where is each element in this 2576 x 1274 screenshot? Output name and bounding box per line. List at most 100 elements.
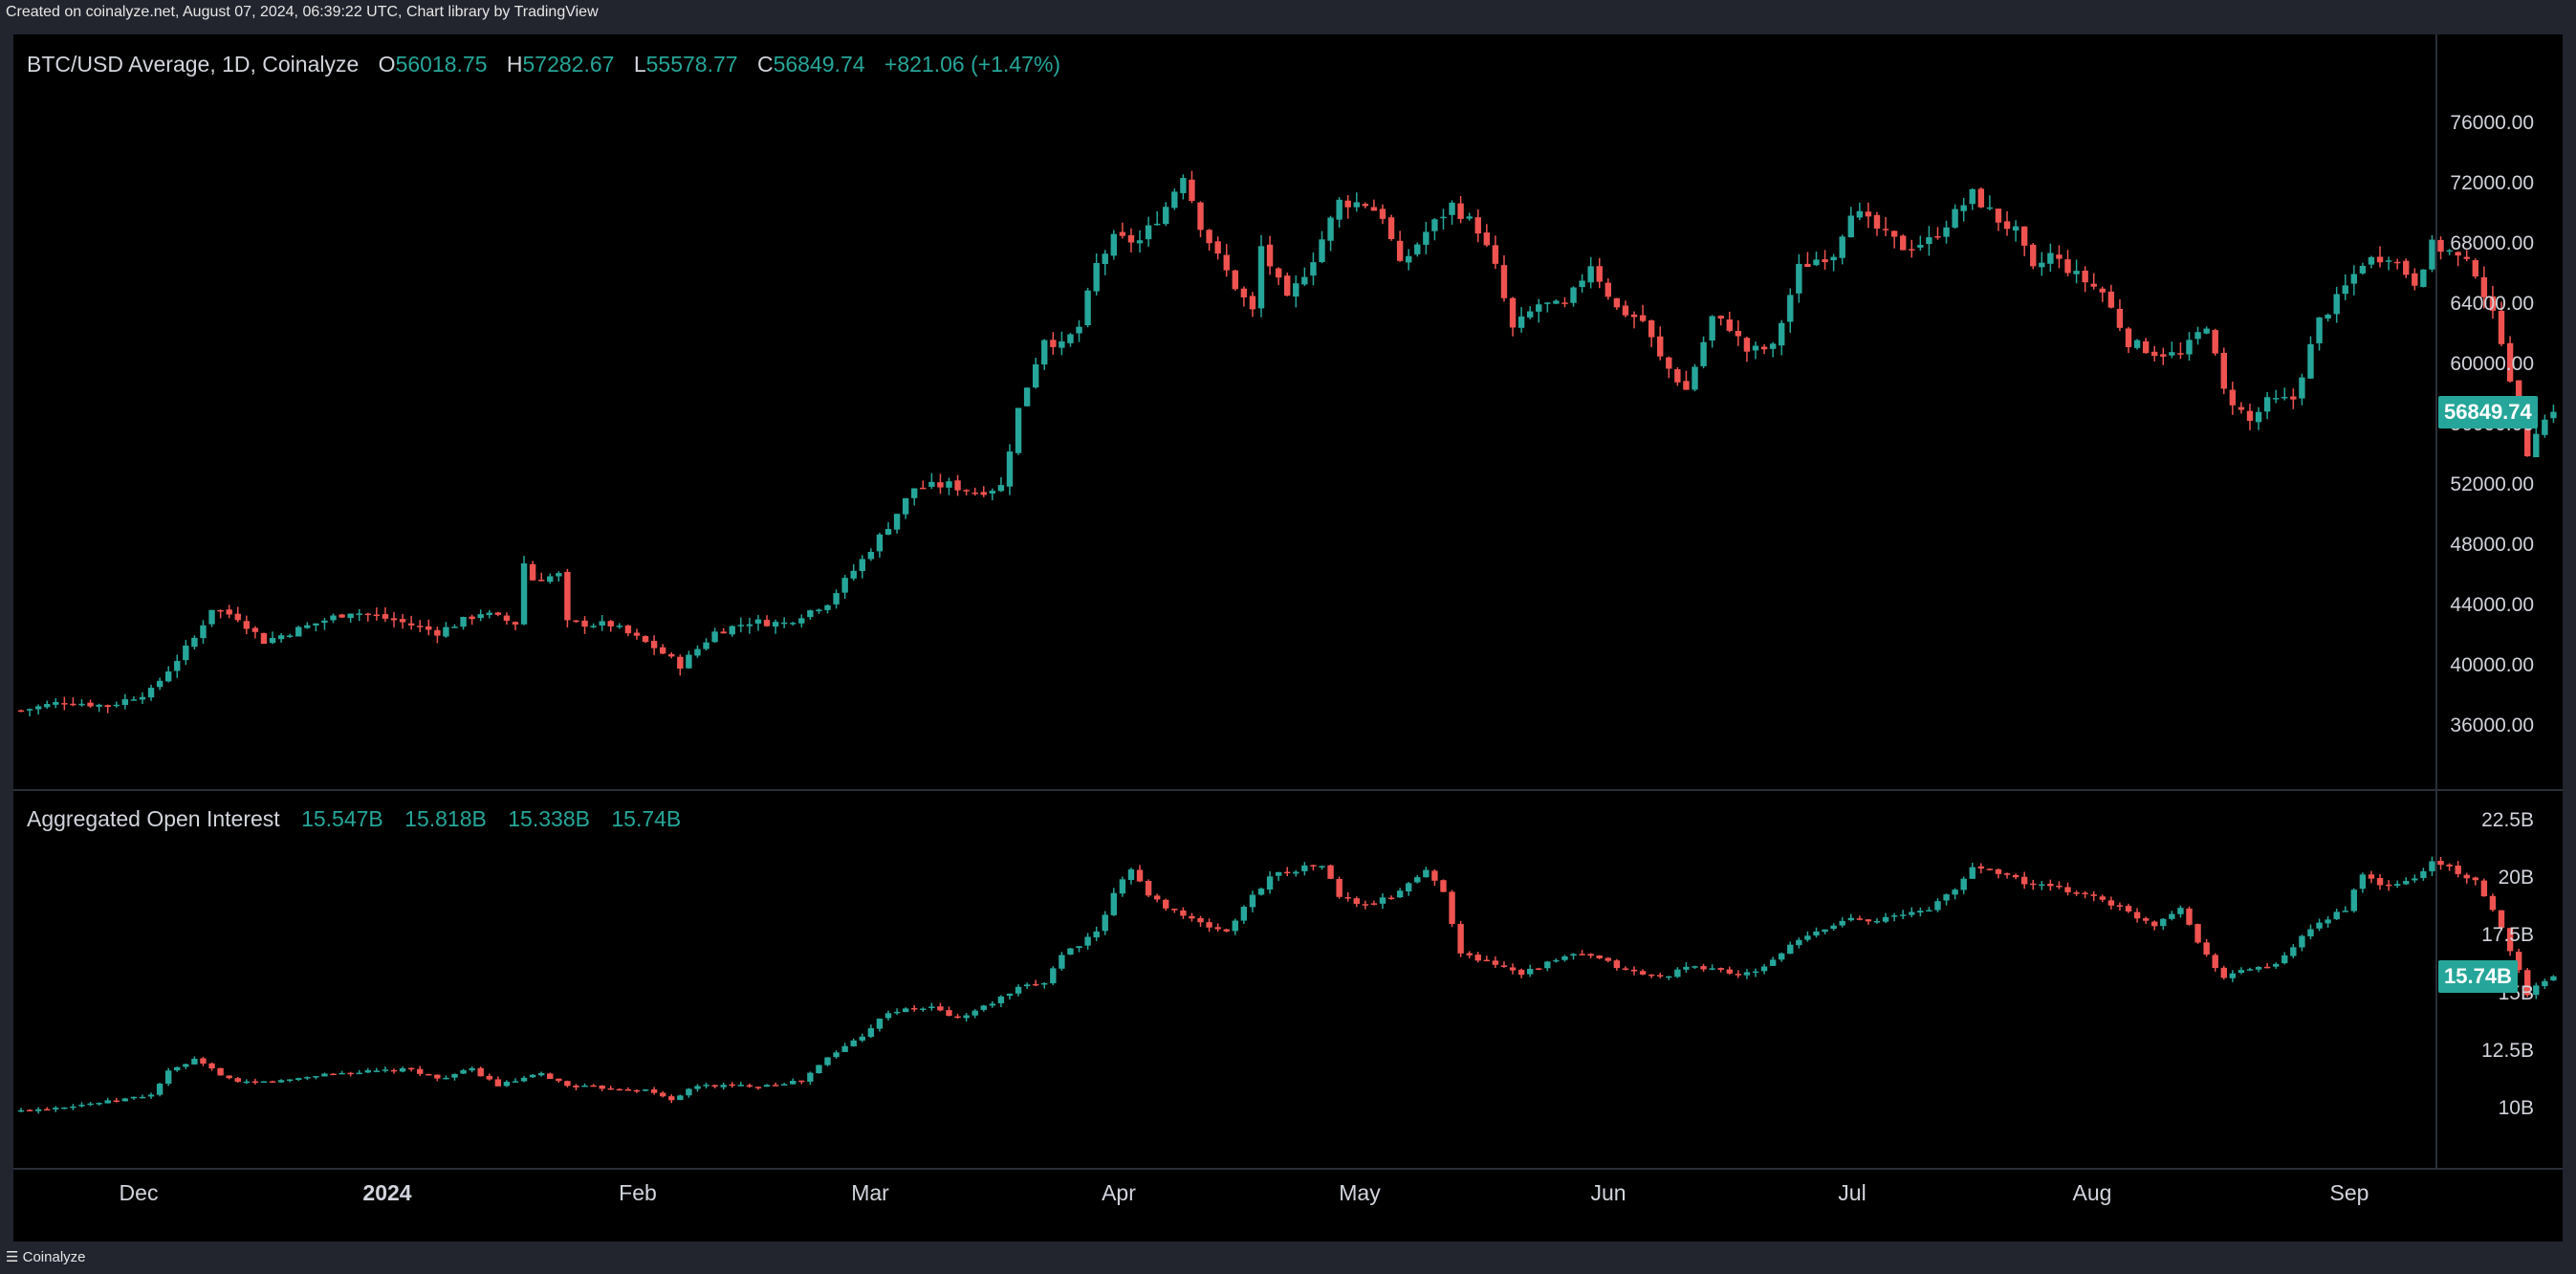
candle-body	[850, 1040, 857, 1046]
candle-body	[547, 576, 554, 582]
candle-body	[356, 613, 362, 615]
candle-body	[313, 1076, 319, 1078]
candle-body	[2533, 985, 2540, 996]
candle-body	[390, 618, 398, 621]
candle-body	[1909, 912, 1915, 915]
candle-body	[624, 625, 632, 634]
candle-body	[2107, 291, 2115, 308]
menu-icon[interactable]: ☰	[6, 1249, 19, 1265]
candle-body	[1336, 199, 1343, 220]
candle-body	[1735, 330, 1742, 337]
candle-body	[269, 1081, 276, 1083]
candle-body	[920, 1008, 927, 1010]
candle-body	[1336, 878, 1343, 897]
candle-body	[2047, 253, 2054, 264]
candle-body	[1240, 288, 1248, 297]
candle-body	[1579, 954, 1585, 956]
candle-body	[2368, 874, 2375, 879]
candle-body	[2333, 294, 2340, 315]
candle-body	[642, 1089, 649, 1091]
candle-body	[61, 1107, 68, 1109]
candle-body	[1787, 944, 1794, 955]
candle-body	[1344, 896, 1351, 899]
candle-body	[807, 610, 814, 618]
candle-body	[997, 485, 1005, 492]
candle-body	[2446, 250, 2453, 253]
candle-body	[2342, 285, 2348, 295]
candle-body	[876, 534, 884, 552]
candle-body	[1206, 230, 1212, 244]
candle-body	[1960, 205, 1967, 211]
candle-body	[616, 1088, 623, 1091]
candle-body	[426, 626, 432, 630]
candle-body	[824, 1057, 831, 1065]
candle-body	[2212, 330, 2218, 354]
candle-body	[1709, 968, 1715, 970]
candle-body	[841, 1045, 848, 1052]
candle-body	[971, 492, 978, 494]
candle-body	[2012, 226, 2019, 231]
candle-body	[807, 1072, 814, 1082]
candle-body	[2099, 896, 2106, 900]
candle-body	[1752, 971, 1759, 974]
candle-body	[460, 1069, 467, 1074]
candle-body	[1076, 326, 1082, 334]
candle-body	[2194, 332, 2201, 340]
candle-body	[547, 1073, 554, 1080]
candle-body	[1769, 959, 1777, 966]
candle-body	[989, 491, 996, 494]
candle-body	[1666, 976, 1672, 978]
candle-body	[763, 1085, 771, 1087]
candle-body	[1717, 316, 1724, 319]
candle-body	[443, 626, 449, 637]
candle-body	[1639, 315, 1647, 321]
candle-body	[2073, 271, 2080, 275]
candle-body	[2246, 410, 2254, 421]
candle-body	[1579, 280, 1585, 288]
candle-body	[2524, 411, 2531, 457]
candle-body	[494, 612, 502, 615]
candle-body	[1041, 982, 1048, 985]
candle-body	[1041, 340, 1048, 365]
y-tick-label: 48000.00	[2450, 533, 2534, 556]
open-label: O	[378, 52, 396, 77]
candle-body	[876, 1018, 884, 1029]
candle-body	[1509, 297, 1517, 328]
candle-body	[2177, 353, 2184, 355]
candle-body	[2039, 262, 2045, 268]
candle-body	[1587, 266, 1594, 283]
candle-body	[668, 1096, 675, 1101]
candle-body	[1266, 876, 1274, 890]
candle-body	[1344, 200, 1351, 208]
candle-body	[164, 1070, 172, 1085]
candle-body	[2194, 924, 2201, 943]
candle-body	[1839, 920, 1845, 926]
candle-body	[1813, 931, 1820, 936]
candle-body	[1023, 984, 1031, 987]
candle-body	[884, 1013, 892, 1019]
candle-body	[1622, 968, 1629, 970]
candle-body	[2238, 970, 2245, 974]
x-tick-label: Jul	[1838, 1180, 1867, 1205]
candle-body	[1526, 311, 1534, 318]
candle-body	[2263, 397, 2271, 412]
oi-open-value: 15.547B	[301, 806, 383, 831]
candle-body	[1613, 297, 1621, 308]
candle-body	[520, 563, 528, 625]
candle-body	[1674, 969, 1681, 977]
candle-body	[2186, 340, 2193, 355]
candle-body	[1899, 235, 1907, 251]
oi-low-value: 15.338B	[508, 806, 590, 831]
candle-body	[668, 653, 675, 657]
candle-body	[2455, 252, 2461, 256]
candle-body	[937, 1006, 944, 1011]
candle-body	[1622, 305, 1629, 316]
candle-body	[1067, 948, 1074, 956]
candle-body	[1769, 343, 1777, 349]
candle-body	[590, 626, 597, 627]
candle-body	[96, 704, 102, 707]
candle-body	[2412, 273, 2418, 286]
candle-body	[2307, 343, 2314, 379]
candle-body	[1206, 922, 1212, 928]
